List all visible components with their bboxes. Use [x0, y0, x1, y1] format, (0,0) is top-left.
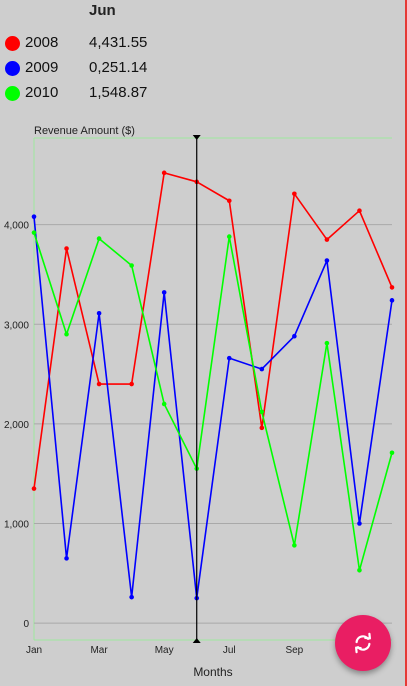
y-axis-label: Revenue Amount ($)	[34, 125, 135, 137]
series-value: 1,548.87	[89, 84, 148, 101]
tooltip-panel: Jun 2008 4,431.55 2009 0,251.14 2010 1,5…	[0, 0, 200, 110]
series-2010	[31, 230, 395, 573]
data-point	[324, 340, 330, 346]
series-name: 2008	[25, 34, 59, 51]
data-point	[259, 366, 265, 372]
data-point	[31, 230, 37, 235]
data-point	[292, 543, 297, 548]
data-point	[259, 409, 265, 415]
x-tick-label: Sep	[285, 645, 303, 656]
x-tick-label: Jan	[26, 645, 42, 656]
data-point	[292, 191, 297, 197]
series-2009-color-dot	[5, 61, 20, 76]
data-point	[292, 333, 297, 339]
data-point	[226, 198, 232, 204]
series-line-2008	[33, 172, 393, 489]
data-point	[161, 401, 167, 407]
y-tick-label: 2,000	[4, 420, 29, 431]
series-value: 0,251.14	[89, 59, 148, 76]
y-tick-label: 1,000	[4, 519, 29, 530]
grid-layer	[33, 137, 392, 641]
data-point	[324, 237, 330, 242]
crosshair	[192, 135, 201, 643]
y-tick-label: 0	[23, 619, 29, 630]
data-point	[324, 258, 330, 263]
y-tick-label: 3,000	[4, 320, 29, 331]
series-line-2010	[33, 232, 393, 572]
tooltip-row-2010: 2010 1,548.87	[4, 84, 204, 106]
data-point	[31, 486, 37, 491]
data-point	[389, 298, 395, 303]
y-tick-labels: 0 1,000 2,000 3,000 4,000	[4, 221, 29, 630]
data-point	[129, 263, 134, 268]
y-tick-label: 4,000	[4, 221, 29, 232]
series-2009	[31, 214, 395, 601]
data-point	[357, 567, 362, 573]
series-line-2009	[33, 216, 393, 599]
x-tick-label: May	[155, 645, 174, 656]
series-2008-color-dot	[5, 36, 20, 51]
data-point	[357, 208, 362, 214]
right-edge-border	[405, 0, 407, 686]
x-tick-label: Jul	[223, 645, 236, 656]
data-point	[259, 425, 265, 431]
series-name: 2010	[25, 84, 59, 101]
data-point	[96, 311, 102, 316]
data-point	[96, 236, 102, 241]
crosshair-top-marker	[192, 135, 201, 140]
series-2008	[31, 170, 395, 491]
data-point	[64, 331, 69, 337]
data-point	[129, 381, 134, 387]
crosshair-bottom-marker	[192, 638, 201, 643]
data-point	[226, 234, 232, 239]
data-point	[389, 285, 395, 290]
tooltip-row-2008: 2008 4,431.55	[4, 34, 204, 56]
tooltip-row-2009: 2009 0,251.14	[4, 59, 204, 81]
series-layer	[31, 170, 395, 601]
data-point	[226, 355, 232, 361]
data-point	[161, 170, 167, 176]
data-point	[389, 450, 395, 456]
data-point	[31, 214, 37, 219]
series-2010-color-dot	[5, 86, 20, 101]
series-value: 4,431.55	[89, 34, 148, 51]
data-point	[129, 594, 134, 600]
series-name: 2009	[25, 59, 59, 76]
x-tick-labels: Jan Mar May Jul Sep	[26, 645, 304, 656]
data-point	[357, 521, 362, 526]
x-axis-label: Months	[193, 665, 232, 679]
tooltip-title: Jun	[89, 2, 116, 19]
refresh-button[interactable]	[335, 615, 391, 671]
data-point	[64, 556, 69, 561]
data-point	[161, 290, 167, 295]
data-point	[96, 381, 102, 387]
data-point	[64, 246, 69, 251]
refresh-icon	[355, 632, 371, 654]
x-tick-label: Mar	[90, 645, 108, 656]
